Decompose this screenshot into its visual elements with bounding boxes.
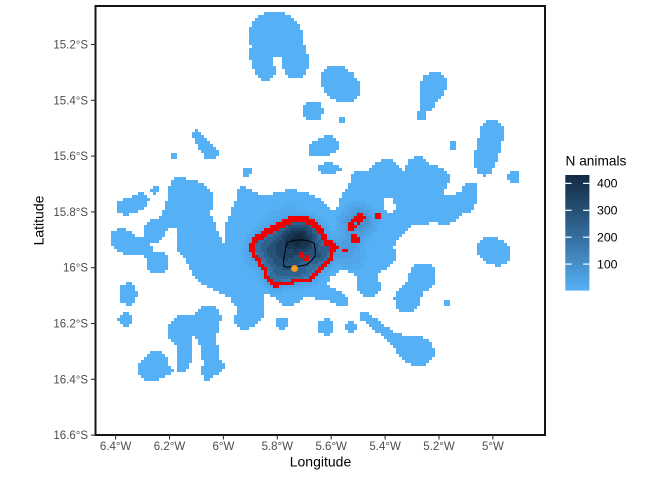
svg-text:5.4°W: 5.4°W [369,441,401,453]
svg-text:6.2°W: 6.2°W [154,441,186,453]
svg-text:Latitude: Latitude [31,195,47,245]
svg-text:16.6°S: 16.6°S [53,430,88,442]
svg-text:6°W: 6°W [212,441,234,453]
svg-text:200: 200 [597,231,618,245]
svg-text:100: 100 [597,257,618,271]
svg-text:N animals: N animals [566,154,627,169]
svg-text:5.2°W: 5.2°W [423,441,455,453]
svg-text:5.6°W: 5.6°W [315,441,347,453]
svg-text:5.8°W: 5.8°W [262,441,294,453]
svg-text:Longitude: Longitude [290,454,352,470]
svg-text:6.4°W: 6.4°W [100,441,132,453]
svg-text:15.6°S: 15.6°S [53,151,88,163]
svg-text:400: 400 [597,177,618,191]
svg-text:15.2°S: 15.2°S [53,40,88,52]
svg-text:16.2°S: 16.2°S [53,319,88,331]
svg-text:15.4°S: 15.4°S [53,95,88,107]
svg-text:16°S: 16°S [63,263,88,275]
svg-text:5°W: 5°W [482,441,504,453]
svg-text:16.4°S: 16.4°S [53,374,88,386]
svg-text:15.8°S: 15.8°S [53,207,88,219]
svg-text:300: 300 [597,204,618,218]
